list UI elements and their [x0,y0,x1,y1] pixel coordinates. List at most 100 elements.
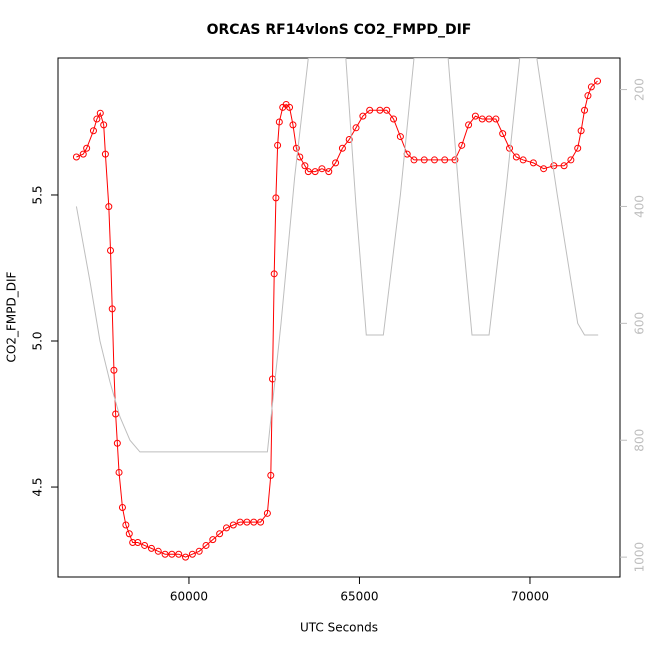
data-point [275,118,283,126]
data-point [93,115,101,123]
data-point [243,518,251,526]
data-point [89,127,97,135]
data-point [182,553,190,561]
data-point [478,115,486,123]
data-point [584,92,592,100]
data-point [376,106,384,114]
y2-tick-label: 200 [633,78,647,101]
y-axis-label: CO2_FMPD_DIF [5,271,19,362]
data-point [593,77,601,85]
data-point [188,550,196,558]
data-point [118,503,126,511]
data-point [134,539,142,547]
data-point [560,162,568,170]
data-point [410,156,418,164]
data-point [257,518,265,526]
data-point [168,550,176,558]
data-point [441,156,449,164]
data-point [209,536,217,544]
data-point [83,144,91,152]
data-point [129,539,137,547]
data-point [113,439,121,447]
data-point [359,112,367,120]
y-tick-label: 5.5 [31,185,45,204]
data-point [458,141,466,149]
data-point [332,159,340,167]
data-point [161,550,169,558]
data-point [492,115,500,123]
data-point [286,103,294,111]
data-point [352,124,360,132]
data-point [529,159,537,167]
y2-tick-label: 1000 [633,542,647,573]
data-point [122,521,130,529]
data-point [270,270,278,278]
data-point [108,305,116,313]
data-point [96,109,104,117]
series-line [76,80,598,558]
data-point [292,144,300,152]
data-point [301,162,309,170]
data-point [383,106,391,114]
data-point [420,156,428,164]
data-point [107,246,115,254]
data-point [471,112,479,120]
data-point [567,156,575,164]
data-point [304,168,312,176]
data-point [141,541,149,549]
data-point [311,168,319,176]
data-point [115,468,123,476]
data-point [250,518,258,526]
data-point [581,106,589,114]
data-point [325,168,333,176]
series-line [75,58,599,453]
y2-tick-label: 600 [633,312,647,335]
data-point [229,521,237,529]
x-tick-label: 65000 [340,590,378,604]
data-point [574,144,582,152]
data-point [101,150,109,158]
data-point [577,127,585,135]
data-point [236,518,244,526]
data-point [430,156,438,164]
data-point [202,541,210,549]
chart-title: ORCAS RF14vlonS CO2_FMPD_DIF [207,22,472,38]
data-point [499,130,507,138]
data-point [485,115,493,123]
data-point [274,141,282,149]
data-point [216,530,224,538]
data-point [110,366,118,374]
data-point [267,471,275,479]
data-point [512,153,520,161]
data-point [587,83,595,91]
data-point [338,144,346,152]
data-point [366,106,374,114]
x-tick-label: 70000 [511,590,549,604]
x-axis-label: UTC Seconds [300,621,378,635]
x-tick-label: 60000 [170,590,208,604]
data-point [79,150,87,158]
data-point [289,121,297,129]
data-point [345,135,353,143]
data-point [540,165,548,173]
data-point [175,550,183,558]
data-point [222,524,230,532]
plot-area [72,58,601,561]
data-point [390,115,398,123]
data-point [318,165,326,173]
data-point [72,153,80,161]
data-point [195,547,203,555]
data-point [506,144,514,152]
data-point [263,509,271,517]
data-point [100,121,108,129]
data-point [451,156,459,164]
data-point [112,410,120,418]
data-point [272,194,280,202]
data-point [125,530,133,538]
data-point [147,544,155,552]
data-point [154,547,162,555]
y-tick-label: 5.0 [31,331,45,350]
y2-tick-label: 400 [633,195,647,218]
